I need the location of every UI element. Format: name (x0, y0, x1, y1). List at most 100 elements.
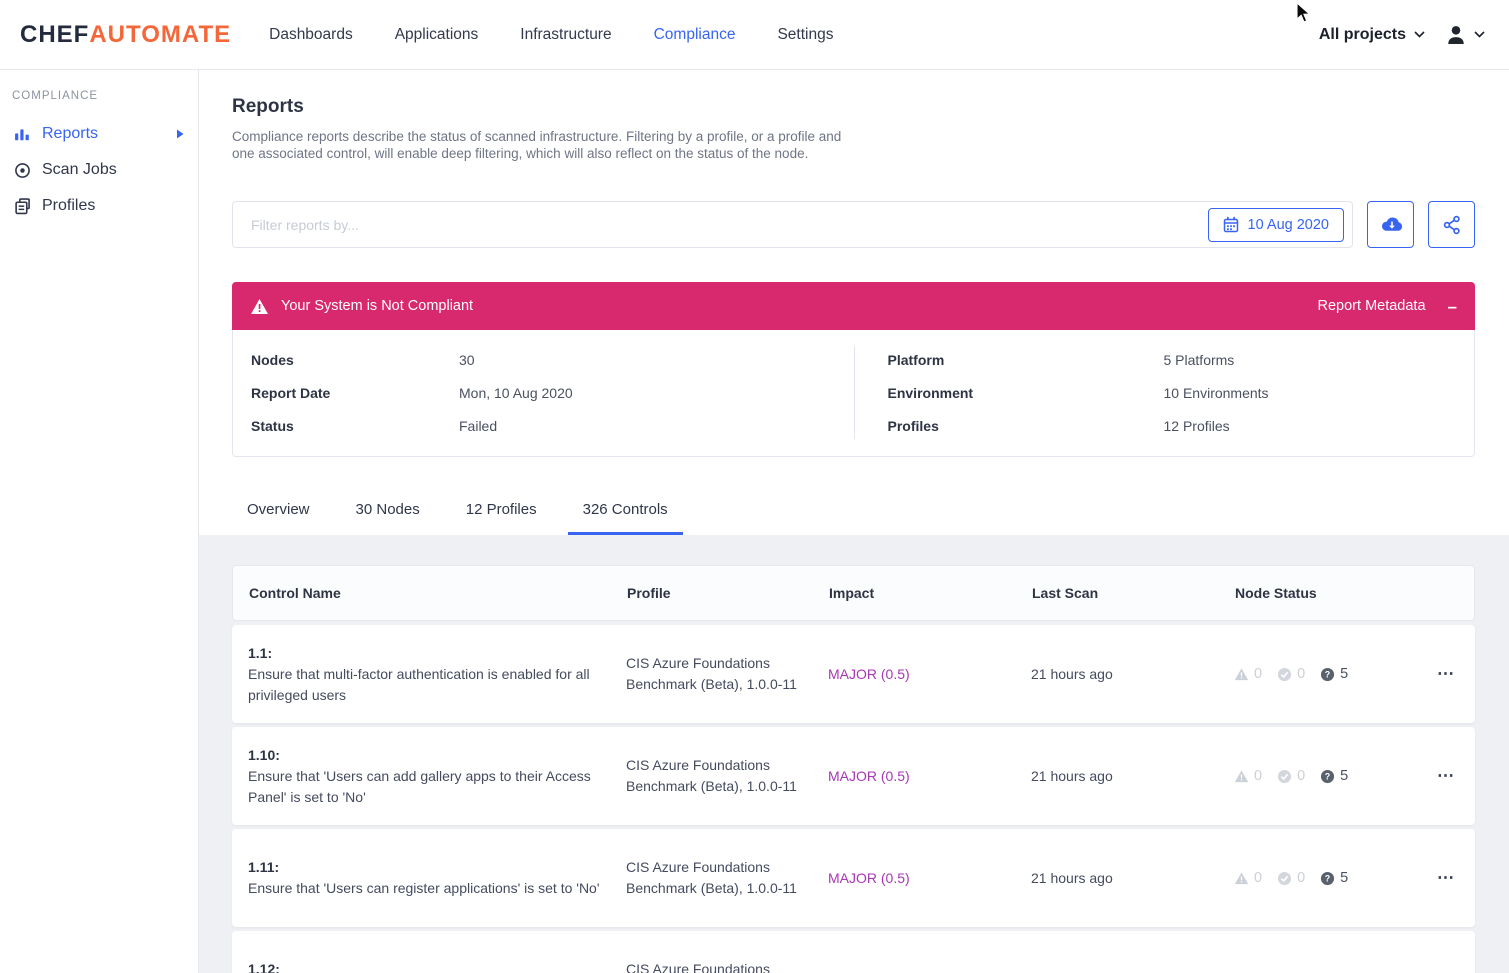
projects-dropdown[interactable]: All projects (1319, 26, 1425, 44)
logo-automate: AUTOMATE (89, 20, 232, 48)
impact-value: MAJOR (0.5) (828, 767, 910, 784)
table-row[interactable]: 1.10: Ensure that 'Users can add gallery… (232, 727, 1475, 825)
nav-infrastructure[interactable]: Infrastructure (520, 25, 612, 43)
metadata-row-status: Status Failed (251, 417, 498, 434)
top-navigation: CHEFAUTOMATE Dashboards Applications Inf… (0, 0, 1509, 70)
profile-name: CIS Azure Foundations Benchmark (Beta), … (626, 757, 797, 794)
row-menu-button[interactable]: ⋯ (1437, 970, 1455, 973)
failed-count: 0 (1234, 766, 1262, 787)
sidebar-item-label: Scan Jobs (42, 161, 117, 178)
controls-table: Control Name Profile Impact Last Scan No… (199, 535, 1509, 973)
passed-count: 0 (1277, 868, 1305, 889)
filter-input-container: 10 Aug 2020 (232, 201, 1353, 248)
banner-message: Your System is Not Compliant (281, 298, 474, 314)
chevron-right-icon (177, 129, 184, 139)
last-scan-value: 21 hours ago (1031, 869, 1113, 886)
filter-reports-input[interactable] (251, 216, 1208, 233)
warning-triangle-icon (1234, 668, 1249, 681)
nav-right: All projects (1319, 24, 1485, 46)
control-id: 1.12: (248, 961, 280, 973)
col-profile: Profile (627, 585, 671, 601)
table-row[interactable]: 1.1: Ensure that multi-factor authentica… (232, 625, 1475, 723)
page-description: Compliance reports describe the status o… (232, 129, 842, 161)
date-picker-label: 10 Aug 2020 (1247, 216, 1329, 233)
row-menu-button[interactable]: ⋯ (1437, 766, 1455, 785)
sidebar-item-reports[interactable]: Reports (0, 116, 198, 152)
question-circle-icon: ? (1321, 871, 1335, 885)
sidebar-item-scan-jobs[interactable]: Scan Jobs (0, 152, 198, 188)
metadata-row-platform: Platform 5 Platforms (887, 351, 1235, 368)
tab-controls[interactable]: 326 Controls (567, 501, 683, 535)
report-tabs: Overview 30 Nodes 12 Profiles 326 Contro… (232, 501, 1475, 535)
warning-triangle-icon (1234, 872, 1249, 885)
metadata-row-profiles: Profiles 12 Profiles (887, 417, 1230, 434)
sidebar-section-label: COMPLIANCE (12, 90, 99, 102)
share-icon (1443, 215, 1460, 234)
download-cloud-icon (1381, 216, 1402, 231)
share-report-button[interactable] (1428, 201, 1475, 248)
svg-text:?: ? (1325, 873, 1330, 883)
collapse-minus-icon: – (1447, 296, 1457, 316)
row-menu-button[interactable]: ⋯ (1437, 868, 1455, 887)
failed-count: 0 (1234, 664, 1262, 685)
control-id: 1.1: (248, 644, 273, 661)
main-content: Reports Compliance reports describe the … (199, 70, 1509, 973)
compliance-sidebar: COMPLIANCE Reports Scan Jobs (0, 70, 199, 973)
table-header: Control Name Profile Impact Last Scan No… (232, 565, 1475, 621)
report-metadata-label: Report Metadata (1317, 298, 1426, 314)
col-last-scan: Last Scan (1032, 585, 1099, 601)
table-row[interactable]: 1.11: Ensure that 'Users can register ap… (232, 829, 1475, 927)
chef-automate-logo[interactable]: CHEFAUTOMATE (20, 21, 231, 49)
warning-triangle-icon (251, 298, 268, 314)
table-row[interactable]: 1.12: Ensure that 'Guest users permissio… (232, 931, 1475, 973)
main-nav: Dashboards Applications Infrastructure C… (269, 26, 833, 44)
last-scan-value: 21 hours ago (1031, 767, 1113, 784)
nav-applications[interactable]: Applications (394, 25, 479, 43)
download-report-button[interactable] (1367, 201, 1414, 248)
failed-count: 0 (1234, 970, 1262, 973)
impact-value: MAJOR (0.5) (828, 665, 910, 682)
svg-text:?: ? (1325, 669, 1330, 679)
sidebar-item-label: Profiles (42, 197, 96, 214)
report-metadata-panel: Nodes 30 Report Date Mon, 10 Aug 2020 St… (232, 330, 1475, 457)
user-icon (1448, 25, 1464, 44)
radar-icon (15, 162, 30, 178)
metadata-row-nodes: Nodes 30 (251, 351, 475, 368)
control-description: Ensure that 'Users can add gallery apps … (248, 767, 591, 805)
nav-settings[interactable]: Settings (777, 25, 834, 43)
report-metadata-toggle[interactable]: Report Metadata – (1318, 298, 1457, 315)
check-circle-icon (1278, 769, 1292, 783)
check-circle-icon (1278, 667, 1292, 681)
user-menu[interactable] (1445, 24, 1485, 46)
tab-profiles[interactable]: 12 Profiles (465, 501, 537, 518)
profile-name: CIS Azure Foundations Benchmark (Beta), … (626, 859, 797, 896)
metadata-row-report-date: Report Date Mon, 10 Aug 2020 (251, 384, 573, 401)
failed-count: 0 (1234, 868, 1262, 889)
last-scan-value: 21 hours ago (1031, 665, 1113, 682)
passed-count: 0 (1277, 664, 1305, 685)
filter-bar: 10 Aug 2020 (232, 201, 1475, 248)
skipped-count: ? 5 (1320, 664, 1348, 685)
date-picker-button[interactable]: 10 Aug 2020 (1207, 207, 1344, 242)
projects-dropdown-label: All projects (1318, 25, 1406, 43)
skipped-count: ? 5 (1320, 970, 1348, 973)
nav-dashboards[interactable]: Dashboards (269, 25, 353, 43)
row-menu-button[interactable]: ⋯ (1437, 664, 1455, 683)
col-node-status: Node Status (1235, 585, 1317, 601)
passed-count: 0 (1277, 970, 1305, 973)
profiles-icon (15, 197, 30, 214)
sidebar-item-profiles[interactable]: Profiles (0, 188, 198, 224)
check-circle-icon (1278, 871, 1292, 885)
chevron-down-icon (1414, 31, 1425, 38)
sidebar-item-label: Reports (42, 125, 99, 142)
node-status: 0 0 ? 5 (1234, 664, 1420, 685)
skipped-count: ? 5 (1320, 868, 1348, 889)
warning-triangle-icon (1234, 770, 1249, 783)
last-scan-value: 21 hours ago (1031, 970, 1234, 973)
nav-compliance[interactable]: Compliance (653, 25, 736, 43)
compliance-status-banner: Your System is Not Compliant Report Meta… (232, 282, 1475, 330)
control-description: Ensure that multi-factor authentication … (248, 665, 590, 703)
tab-overview[interactable]: Overview (247, 501, 310, 518)
profile-name: CIS Azure Foundations Benchmark (Beta), … (626, 655, 797, 692)
tab-nodes[interactable]: 30 Nodes (355, 501, 420, 518)
